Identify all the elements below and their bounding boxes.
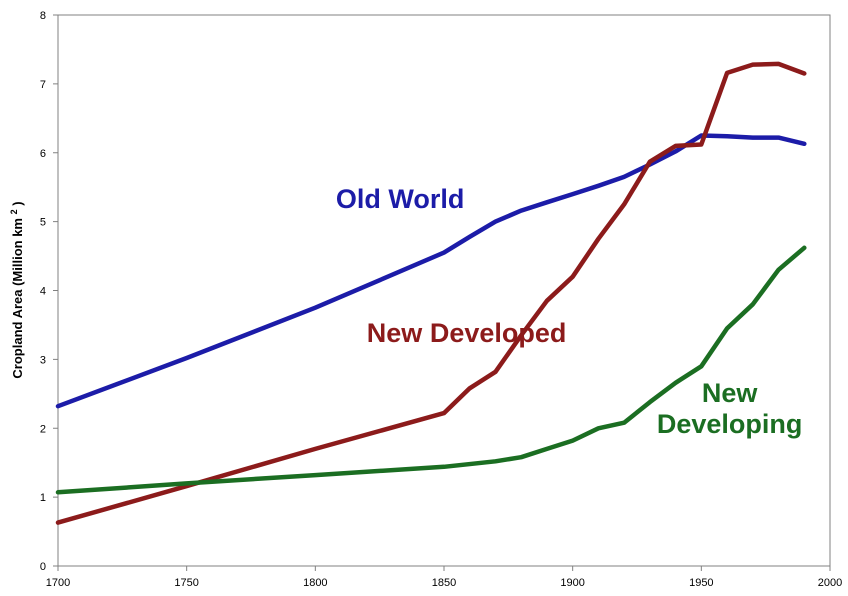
series-label: Old World <box>336 184 465 214</box>
x-tick-label: 1750 <box>174 577 198 589</box>
y-tick-label: 4 <box>40 286 46 298</box>
x-tick-label: 1850 <box>432 577 456 589</box>
series-lines <box>55 61 807 525</box>
x-tick-label: 1800 <box>303 577 327 589</box>
series-label: New Developed <box>367 318 567 348</box>
y-tick-label: 7 <box>40 79 46 91</box>
y-axis-label-superscript: 2 <box>9 209 19 214</box>
series-line-new-developing <box>55 245 807 495</box>
x-tick-label: 1950 <box>689 577 713 589</box>
y-tick-label: 2 <box>40 423 46 435</box>
series-label: Developing <box>657 409 803 439</box>
tick-labels: 1700 1750 1800 1850 1900 1950 2000 0 1 2 3 4 5 6 7 8 <box>40 10 842 589</box>
series-line-old-world <box>55 133 807 409</box>
series-label: New <box>702 378 759 408</box>
x-tick-label: 2000 <box>818 577 842 589</box>
y-axis-label-text: Cropland Area (Million km <box>10 218 25 379</box>
y-axis-label: Cropland Area (Million km 2 ) <box>5 201 25 378</box>
x-tick-label: 1900 <box>560 577 584 589</box>
y-tick-label: 8 <box>40 10 46 22</box>
x-tick-label: 1700 <box>46 577 70 589</box>
y-tick-label: 5 <box>40 217 46 229</box>
y-tick-label: 3 <box>40 354 46 366</box>
y-tick-label: 0 <box>40 561 46 573</box>
y-tick-label: 6 <box>40 148 46 160</box>
y-axis-label-suffix: ) <box>10 201 25 205</box>
series-line-new-developed <box>55 61 807 525</box>
y-tick-label: 1 <box>40 492 46 504</box>
